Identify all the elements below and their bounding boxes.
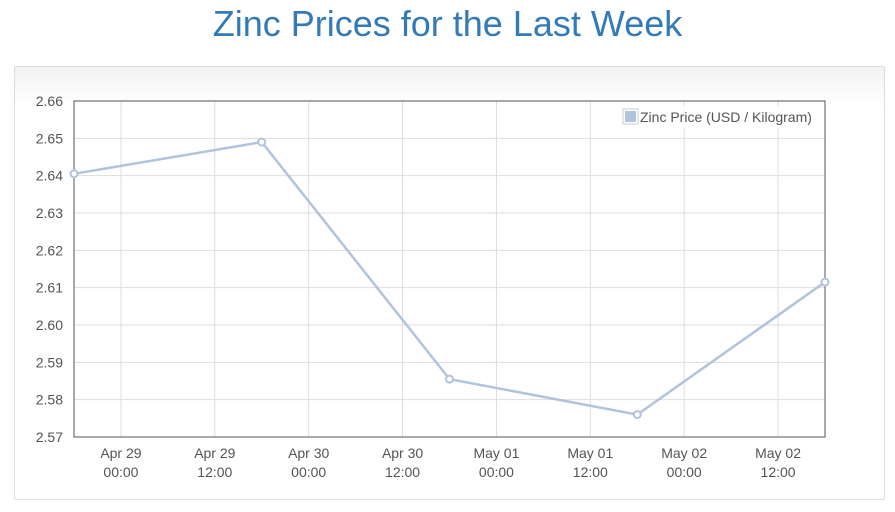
x-tick-label-date: Apr 30 [288,445,329,461]
page-title: Zinc Prices for the Last Week [212,3,683,44]
x-axis: Apr 29 00:00 Apr 29 12:00 Apr 30 00:00 Apr 30 1… [100,445,801,480]
x-tick-label-time: 00:00 [667,464,702,480]
legend-label: Zinc Price (USD / Kilogram) [640,109,812,125]
data-point [69,169,79,179]
grid [74,100,825,438]
legend: Zinc Price (USD / Kilogram) [620,106,820,128]
data-point [257,137,267,147]
y-tick-label: 2.66 [36,93,63,109]
y-tick-label: 2.65 [36,130,63,146]
series-line [73,140,826,416]
x-tick-label-date: Apr 29 [100,445,141,461]
x-tick-label-time: 00:00 [103,464,138,480]
x-tick-label-time: 12:00 [761,464,796,480]
x-tick-label-date: May 02 [661,445,707,461]
y-tick-label: 2.62 [36,242,63,258]
x-tick-label-date: May 01 [473,445,519,461]
y-tick-label: 2.61 [36,280,63,296]
x-tick-label-date: Apr 30 [382,445,423,461]
y-axis: 2.66 2.65 2.64 2.63 2.62 2.61 2.60 2.59 2.58 2.57 [36,93,63,445]
x-tick-label-time: 00:00 [291,464,326,480]
legend-swatch [625,111,636,122]
y-tick-label: 2.58 [36,392,63,408]
y-tick-label: 2.64 [36,168,63,184]
x-tick-label-time: 12:00 [197,464,232,480]
data-point [820,277,830,287]
series [69,137,830,420]
x-tick-label-time: 12:00 [385,464,420,480]
x-tick-label-date: Apr 29 [194,445,235,461]
y-tick-label: 2.60 [36,317,63,333]
data-point [445,374,454,384]
y-tick-label: 2.59 [36,354,63,370]
x-tick-label-time: 12:00 [573,464,608,480]
legend-background [620,106,820,128]
x-tick-label-date: May 02 [755,445,801,461]
x-tick-label-time: 00:00 [479,464,514,480]
y-tick-label: 2.57 [36,429,63,445]
data-point [632,410,642,420]
plot-frame [73,100,826,438]
x-tick-label-date: May 01 [567,445,613,461]
y-tick-label: 2.63 [36,205,63,221]
